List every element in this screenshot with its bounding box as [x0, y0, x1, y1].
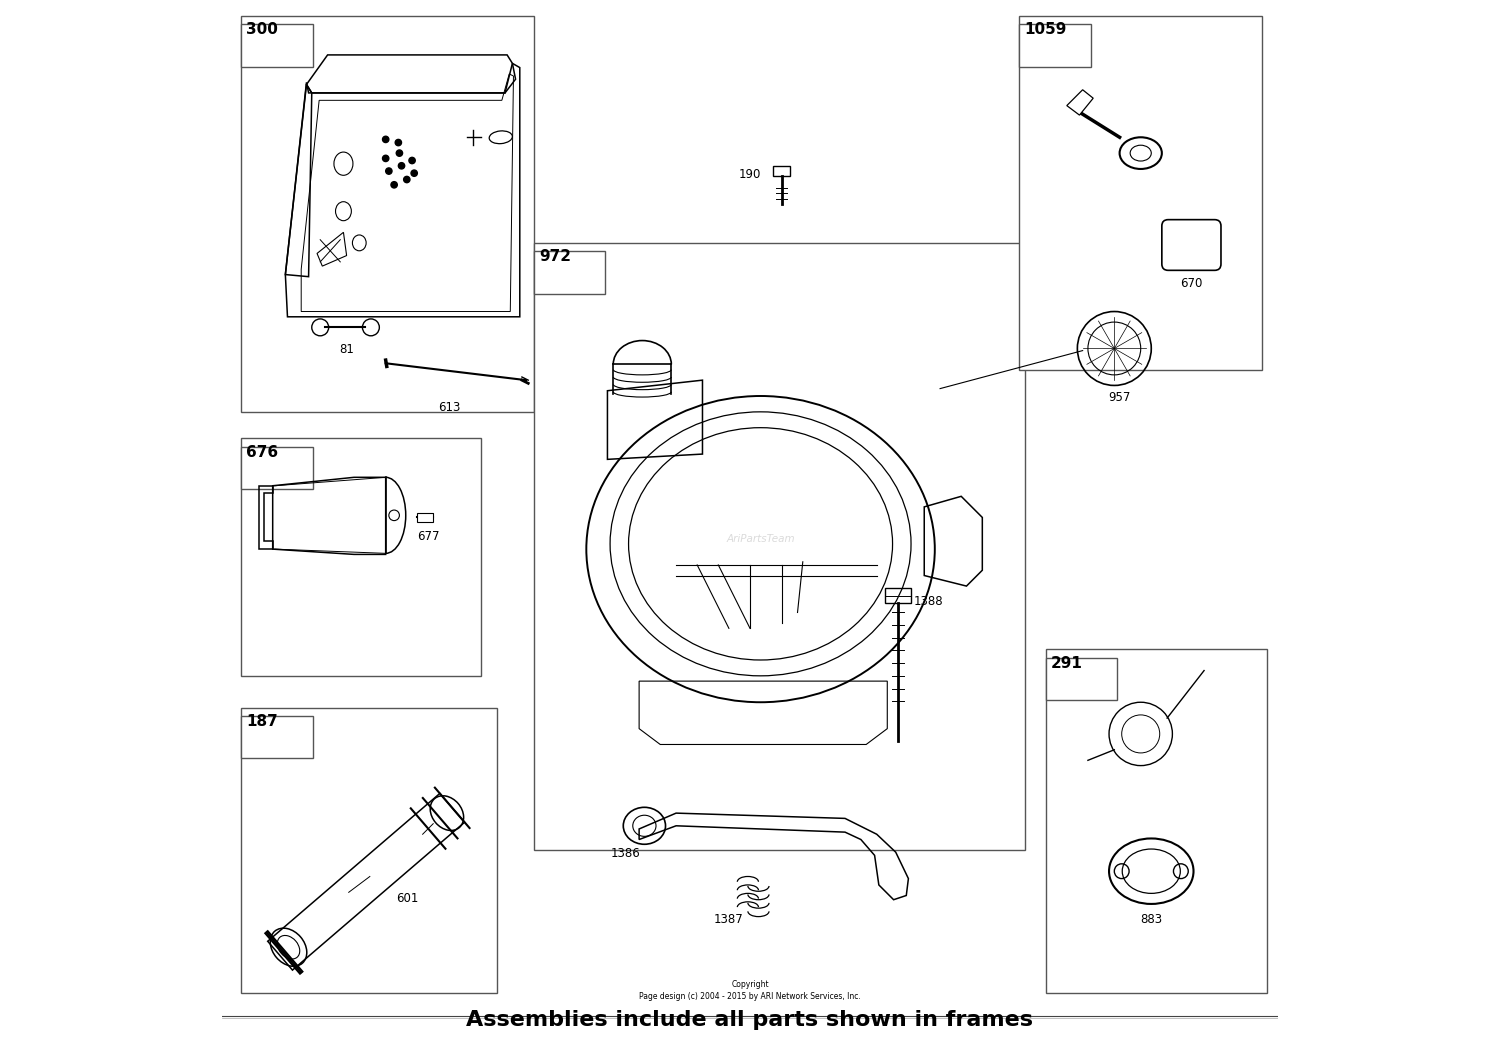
Text: Copyright
Page design (c) 2004 - 2015 by ARI Network Services, Inc.: Copyright Page design (c) 2004 - 2015 by…: [639, 980, 861, 1001]
Circle shape: [382, 155, 388, 162]
Text: 300: 300: [246, 22, 278, 37]
Text: 601: 601: [396, 892, 418, 905]
Circle shape: [399, 163, 405, 169]
Bar: [1020, 16, 1262, 370]
Text: 677: 677: [417, 530, 440, 543]
Circle shape: [382, 136, 388, 143]
Bar: [534, 243, 1024, 850]
Text: 187: 187: [246, 714, 278, 729]
Bar: [1020, 24, 1090, 67]
Circle shape: [392, 182, 398, 188]
Text: 1059: 1059: [1024, 22, 1066, 37]
Bar: [242, 716, 314, 758]
Text: 883: 883: [1140, 913, 1162, 926]
Bar: [242, 447, 314, 489]
Bar: [242, 24, 314, 67]
Bar: [242, 708, 496, 993]
Bar: [417, 513, 434, 522]
Text: 670: 670: [1180, 277, 1203, 289]
Bar: [1046, 658, 1118, 700]
Text: 676: 676: [246, 445, 279, 459]
Text: 1387: 1387: [714, 913, 744, 926]
Text: Assemblies include all parts shown in frames: Assemblies include all parts shown in fr…: [466, 1010, 1034, 1030]
Bar: [242, 438, 480, 676]
Text: 1388: 1388: [914, 596, 944, 608]
Bar: [534, 251, 606, 294]
Text: 291: 291: [1052, 656, 1083, 671]
Circle shape: [386, 168, 392, 174]
Circle shape: [396, 150, 402, 156]
Text: 957: 957: [1108, 391, 1131, 403]
Text: AriPartsTeam: AriPartsTeam: [726, 533, 795, 544]
Bar: [242, 16, 534, 412]
Bar: [1046, 649, 1268, 993]
Polygon shape: [1066, 90, 1094, 115]
Circle shape: [411, 170, 417, 176]
Text: 972: 972: [538, 249, 572, 264]
Text: 613: 613: [438, 401, 460, 414]
Circle shape: [410, 157, 416, 164]
Circle shape: [404, 176, 410, 183]
Bar: [772, 166, 790, 176]
Text: 190: 190: [738, 168, 760, 181]
Text: 1386: 1386: [610, 847, 640, 860]
Circle shape: [394, 139, 402, 146]
Text: 81: 81: [339, 343, 354, 356]
